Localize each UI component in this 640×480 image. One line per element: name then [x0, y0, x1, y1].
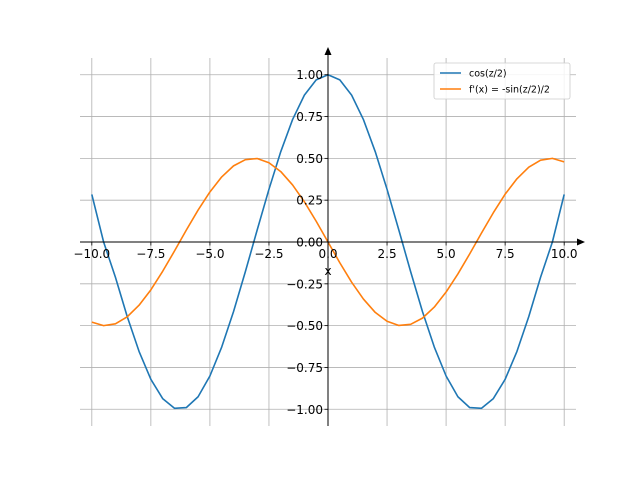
tick-labels: −10.0 −7.5 −5.0 −2.5 0.0 2.5 5.0 7.5 10.0 −1.00 −0…: [73, 68, 577, 417]
y-axis-arrow: [324, 47, 332, 55]
y-tick-label: 0.25: [296, 194, 323, 208]
y-tick-label: −0.75: [286, 361, 323, 375]
x-tick-label: −7.5: [136, 247, 165, 261]
x-tick-label: −2.5: [254, 247, 283, 261]
y-tick-label: 0.50: [296, 152, 323, 166]
x-tick-label: 2.5: [378, 247, 397, 261]
x-tick-label: 10.0: [551, 247, 578, 261]
x-tick-label: 7.5: [496, 247, 515, 261]
y-tick-label: 0.75: [296, 110, 323, 124]
legend-label-2: f'(x) = -sin(z/2)/2: [469, 85, 550, 96]
y-tick-label: −1.00: [286, 403, 323, 417]
x-tick-label: −5.0: [195, 247, 224, 261]
x-tick-label: 5.0: [437, 247, 456, 261]
legend-box: [433, 62, 571, 100]
axes: [80, 47, 585, 426]
y-tick-label: 0.00: [296, 236, 323, 250]
x-axis-arrow: [577, 238, 585, 246]
y-tick-label: −0.50: [286, 319, 323, 333]
x-tick-label: 0.0: [318, 247, 337, 261]
x-tick-label: −10.0: [73, 247, 110, 261]
legend-label-1: cos(z/2): [469, 69, 507, 80]
y-tick-label: −0.25: [286, 277, 323, 291]
legend: cos(z/2) f'(x) = -sin(z/2)/2: [433, 62, 571, 100]
x-axis-label: x: [324, 264, 331, 278]
y-tick-label: 1.00: [296, 68, 323, 82]
